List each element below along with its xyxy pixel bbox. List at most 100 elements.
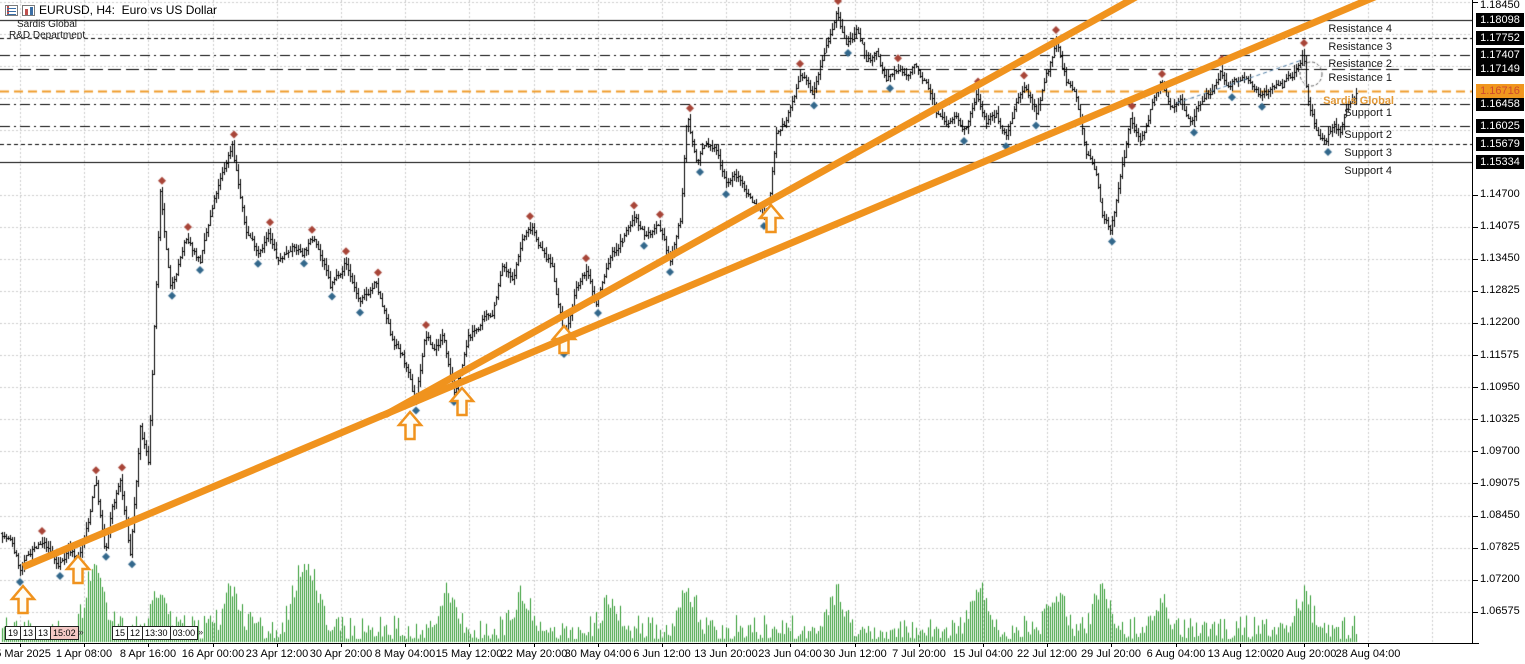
price-axis[interactable]: 1.18450 1.14700 1.14075 1.13450 1.12825 1.122… (1472, 0, 1525, 643)
session-tag-cell[interactable]: 15:02 (50, 626, 79, 640)
price-level-badge: 1.18098 (1476, 13, 1524, 27)
level-label-support-4: Support 4 (1344, 164, 1392, 177)
time-tick-label: 6 Aug 04:00 (1146, 648, 1206, 660)
price-tick (1473, 387, 1478, 388)
time-tick (1047, 644, 1048, 647)
time-tick (534, 644, 535, 647)
session-tag-cell[interactable]: 12 (127, 626, 144, 640)
price-tick (1473, 483, 1478, 484)
price-tick-label: 1.06575 (1480, 605, 1520, 618)
time-tick-label: 23 Apr 12:00 (245, 648, 309, 660)
price-tick (1473, 516, 1478, 517)
level-label-resistance-4: Resistance 4 (1328, 23, 1392, 35)
time-tick (341, 644, 342, 647)
price-tick (1473, 612, 1478, 613)
watermark-department: R&D Department (9, 30, 86, 41)
time-tick (84, 644, 85, 647)
time-tick (20, 644, 21, 647)
time-tick (405, 644, 406, 647)
time-tick-label: 28 Aug 04:00 (1335, 648, 1401, 660)
time-tick (1368, 644, 1369, 647)
price-tick (1473, 2, 1478, 3)
bid-line-label: Sardis Global (1323, 94, 1394, 107)
price-tick-label: 1.09075 (1480, 476, 1520, 489)
watermark-company: Sardis Global (17, 19, 78, 30)
level-label-support-2: Support 2 (1344, 129, 1392, 142)
time-tick-label: 22 May 20:00 (500, 648, 568, 660)
price-tick-label: 1.12200 (1480, 316, 1520, 329)
price-tick (1473, 419, 1478, 420)
data-window-icon[interactable] (5, 4, 18, 16)
time-tick-label: 6 Jun 12:00 (633, 648, 691, 660)
time-tick (1304, 644, 1305, 647)
price-tick (1473, 580, 1478, 581)
price-tick (1473, 355, 1478, 356)
time-tick (790, 644, 791, 647)
time-tick (662, 644, 663, 647)
session-tag-cell[interactable]: 15 (112, 626, 129, 640)
time-tick-label: 29 Jul 20:00 (1081, 648, 1141, 660)
price-tick-label: 1.11575 (1480, 348, 1519, 361)
time-tick-label: 22 Jul 12:00 (1017, 648, 1077, 660)
price-level-badge: 1.15679 (1476, 137, 1524, 151)
time-tick-label: 16 Apr 00:00 (181, 648, 245, 660)
time-tick (983, 644, 984, 647)
session-tag-cell[interactable]: 19 (5, 626, 22, 640)
time-tick-label: 30 Jun 12:00 (823, 648, 887, 660)
time-tick-label: 1 Apr 08:00 (55, 648, 113, 660)
time-tick-label: 13 Jun 20:00 (694, 648, 758, 660)
price-tick (1473, 195, 1478, 196)
price-tick-label: 1.10325 (1480, 412, 1520, 425)
price-tick-label: 1.10950 (1480, 380, 1520, 393)
time-tick (148, 644, 149, 647)
time-tick-label: 23 Jun 04:00 (758, 648, 822, 660)
time-tick (598, 644, 599, 647)
session-tag-cell[interactable]: 03:00 (169, 626, 199, 640)
price-tick-label: 1.09700 (1480, 444, 1520, 457)
chart-title: EURUSD, H4: Euro vs US Dollar (39, 3, 218, 17)
level-label-resistance-2: Resistance 2 (1328, 58, 1392, 71)
time-tick (469, 644, 470, 647)
price-tick-label: 1.07825 (1480, 541, 1520, 554)
price-tick-label: 1.14075 (1480, 220, 1520, 233)
price-tick-label: 1.07200 (1480, 573, 1520, 586)
time-tick-label: 8 May 04:00 (374, 648, 436, 660)
time-axis[interactable]: 25 Mar 2025 1 Apr 08:00 8 Apr 16:00 16 Apr … (0, 643, 1479, 664)
price-tick (1473, 259, 1478, 260)
price-tick-label: 1.08450 (1480, 509, 1520, 522)
time-tick (726, 644, 727, 647)
price-level-badge: 1.17149 (1476, 62, 1524, 76)
time-tick-label: 7 Jul 20:00 (892, 648, 946, 660)
price-chart-canvas[interactable] (0, 0, 1472, 643)
session-tag-cell[interactable]: 13 (20, 626, 37, 640)
time-tick (855, 644, 856, 647)
chart-window-icon[interactable] (22, 4, 35, 16)
time-tick (277, 644, 278, 647)
time-tick-label: 30 May 04:00 (564, 648, 632, 660)
time-tick (1240, 644, 1241, 647)
price-tick (1473, 451, 1478, 452)
session-tag-cell[interactable]: 13 (35, 626, 52, 640)
session-tag-jag: » (78, 627, 84, 637)
time-tick (1111, 644, 1112, 647)
session-tag-group-1[interactable]: 19 13 13 15:02» (5, 626, 84, 640)
session-tag-cell[interactable]: 13:30 (142, 626, 171, 640)
price-tick-label: 1.18450 (1480, 0, 1520, 11)
price-tick (1473, 291, 1478, 292)
price-tick-label: 1.14700 (1480, 188, 1520, 201)
time-tick-label: 8 Apr 16:00 (119, 648, 177, 660)
session-tag-group-2[interactable]: 15 12 13:30 03:00» (112, 626, 204, 640)
time-tick (919, 644, 920, 647)
price-tick (1473, 548, 1478, 549)
price-tick (1473, 227, 1478, 228)
price-tick-label: 1.13450 (1480, 252, 1520, 265)
price-tick (1473, 323, 1478, 324)
session-tag-jag: » (198, 627, 204, 637)
time-tick (213, 644, 214, 647)
price-level-badge: 1.16025 (1476, 119, 1524, 133)
chart-titlebar: EURUSD, H4: Euro vs US Dollar (5, 3, 217, 17)
time-tick-label: 15 Jul 04:00 (953, 648, 1013, 660)
price-level-badge: 1.17752 (1476, 31, 1524, 45)
bid-price-badge: 1.16716 (1476, 84, 1524, 98)
